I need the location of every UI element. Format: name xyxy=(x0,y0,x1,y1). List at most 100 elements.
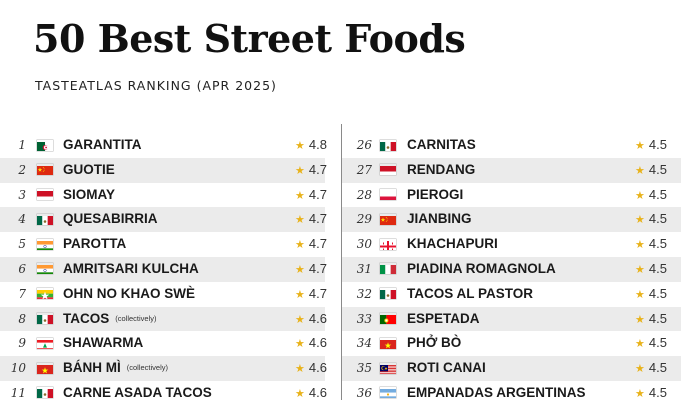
india-flag-icon xyxy=(37,263,53,275)
ranking-row: 27 RENDANG ★ 4.5 xyxy=(342,157,681,183)
rating-value: 4.5 xyxy=(648,310,667,326)
star-icon: ★ xyxy=(295,164,305,177)
star-icon: ★ xyxy=(635,263,645,276)
algeria-flag-icon xyxy=(37,140,53,151)
dish-name-text: CARNITAS xyxy=(407,137,476,152)
rating-value: 4.7 xyxy=(308,285,327,301)
rating: ★ 4.5 xyxy=(635,307,667,332)
ranking-column-right: 26 CARNITAS ★ 4.5 27 RENDANG ★ 4.5 28 PIEROGI ★ 4.5… xyxy=(342,133,681,406)
rating: ★ 4.7 xyxy=(295,282,327,307)
dish-name-text: KHACHAPURI xyxy=(407,236,498,252)
rank-number: 36 xyxy=(356,385,372,400)
italy-flag-icon xyxy=(380,263,396,275)
star-icon: ★ xyxy=(295,363,305,376)
rating-value: 4.5 xyxy=(648,260,667,276)
dish-name: PAROTTA xyxy=(63,232,126,257)
dish-name: ESPETADA xyxy=(407,307,480,332)
star-icon: ★ xyxy=(295,387,305,400)
ranking-row: 32 TACOS AL PASTOR ★ 4.5 xyxy=(342,282,681,307)
dish-name-text: GUOTIE xyxy=(63,161,115,177)
column-divider xyxy=(341,124,342,400)
star-icon: ★ xyxy=(295,288,305,301)
rating: ★ 4.5 xyxy=(635,133,667,158)
rating-value: 4.7 xyxy=(308,186,327,202)
dish-name-text: SIOMAY xyxy=(63,186,116,202)
vietnam-flag-icon xyxy=(380,338,396,349)
star-icon: ★ xyxy=(295,313,305,326)
dish-name-text: QUESABIRRIA xyxy=(63,211,158,227)
dish-name: CARNE ASADA TACOS xyxy=(63,381,212,406)
rank-number: 26 xyxy=(356,138,372,152)
rating: ★ 4.7 xyxy=(295,183,327,208)
mexico-flag-icon xyxy=(380,288,396,300)
rating: ★ 4.7 xyxy=(295,207,327,232)
dish-name-text: TACOS xyxy=(63,310,110,326)
rating-value: 4.7 xyxy=(308,236,327,252)
star-icon: ★ xyxy=(635,387,645,400)
dish-name-text: ESPETADA xyxy=(407,310,480,326)
dish-name: BÁNH MÌ (collectively) xyxy=(63,356,168,381)
star-icon: ★ xyxy=(635,189,645,202)
rank-number: 2 xyxy=(18,162,26,177)
portugal-flag-icon xyxy=(380,313,396,325)
dish-name: JIANBING xyxy=(407,207,472,232)
ranking-row: 10 BÁNH MÌ (collectively) ★ 4.6 xyxy=(0,356,327,381)
rating-value: 4.7 xyxy=(308,260,327,276)
dish-name-text: SHAWARMA xyxy=(63,335,144,351)
ranking-row: 11 CARNE ASADA TACOS ★ 4.6 xyxy=(0,381,327,406)
rating: ★ 4.5 xyxy=(635,207,667,232)
ranking-row: 7 OHN NO KHAO SWÈ ★ 4.7 xyxy=(0,282,327,307)
rating-value: 4.6 xyxy=(308,310,327,326)
rank-number: 29 xyxy=(356,212,372,227)
rank-number: 34 xyxy=(356,336,372,351)
star-icon: ★ xyxy=(295,140,305,152)
star-icon: ★ xyxy=(635,338,645,351)
ranking-column-left: 1 GARANTITA ★ 4.8 2 GUOTIE ★ 4.7 3 SIOMAY ★ 4.7 4 QUE… xyxy=(0,133,327,406)
dish-name: SHAWARMA xyxy=(63,331,143,356)
rank-number: 5 xyxy=(18,237,26,252)
dish-name: PIEROGI xyxy=(407,183,463,208)
mexico-flag-icon xyxy=(380,140,396,151)
indonesia-flag-icon xyxy=(380,164,396,176)
dish-name-text: OHN NO KHAO SWÈ xyxy=(63,285,196,301)
china-flag-icon xyxy=(37,164,53,176)
rating: ★ 4.5 xyxy=(635,331,667,356)
dish-name: RENDANG xyxy=(407,158,475,183)
dish-name: ROTI CANAI xyxy=(407,356,486,381)
rating-value: 4.6 xyxy=(308,360,327,376)
rank-number: 6 xyxy=(18,261,26,276)
rating-value: 4.5 xyxy=(648,137,667,152)
page-subtitle: TASTEATLAS RANKING (APR 2025) xyxy=(35,78,277,93)
star-icon: ★ xyxy=(295,338,305,351)
rating: ★ 4.6 xyxy=(295,307,327,332)
dish-name-text: PIADINA ROMAGNOLA xyxy=(407,260,556,276)
dish-name: SIOMAY xyxy=(63,183,115,208)
malaysia-flag-icon xyxy=(380,363,396,374)
ranking-row: 2 GUOTIE ★ 4.7 xyxy=(0,157,327,183)
dish-name-text: CARNE ASADA TACOS xyxy=(63,384,212,400)
rank-number: 7 xyxy=(18,286,26,301)
rating-value: 4.5 xyxy=(648,186,667,202)
ranking-row: 36 EMPANADAS ARGENTINAS ★ 4.5 xyxy=(342,381,681,406)
mexico-flag-icon xyxy=(37,387,53,399)
rating: ★ 4.7 xyxy=(295,158,327,183)
dish-name: TACOS AL PASTOR xyxy=(407,282,533,307)
dish-note: (collectively) xyxy=(115,313,157,323)
ranking-row: 6 AMRITSARI KULCHA ★ 4.7 xyxy=(0,256,327,282)
rank-number: 33 xyxy=(356,311,372,326)
rating: ★ 4.5 xyxy=(635,381,667,406)
dish-name-text: RENDANG xyxy=(407,161,476,177)
star-icon: ★ xyxy=(635,288,645,301)
star-icon: ★ xyxy=(635,363,645,376)
star-icon: ★ xyxy=(295,189,305,202)
dish-name-text: GARANTITA xyxy=(63,137,142,152)
ranking-row: 34 PHỞ BÒ ★ 4.5 xyxy=(342,331,681,356)
rank-number: 9 xyxy=(18,336,26,351)
rating: ★ 4.5 xyxy=(635,183,667,208)
star-icon: ★ xyxy=(635,239,645,252)
star-icon: ★ xyxy=(635,164,645,177)
rating-value: 4.6 xyxy=(308,384,327,400)
dish-name: QUESABIRRIA xyxy=(63,207,158,232)
rank-number: 8 xyxy=(18,311,26,326)
rating: ★ 4.7 xyxy=(295,232,327,257)
